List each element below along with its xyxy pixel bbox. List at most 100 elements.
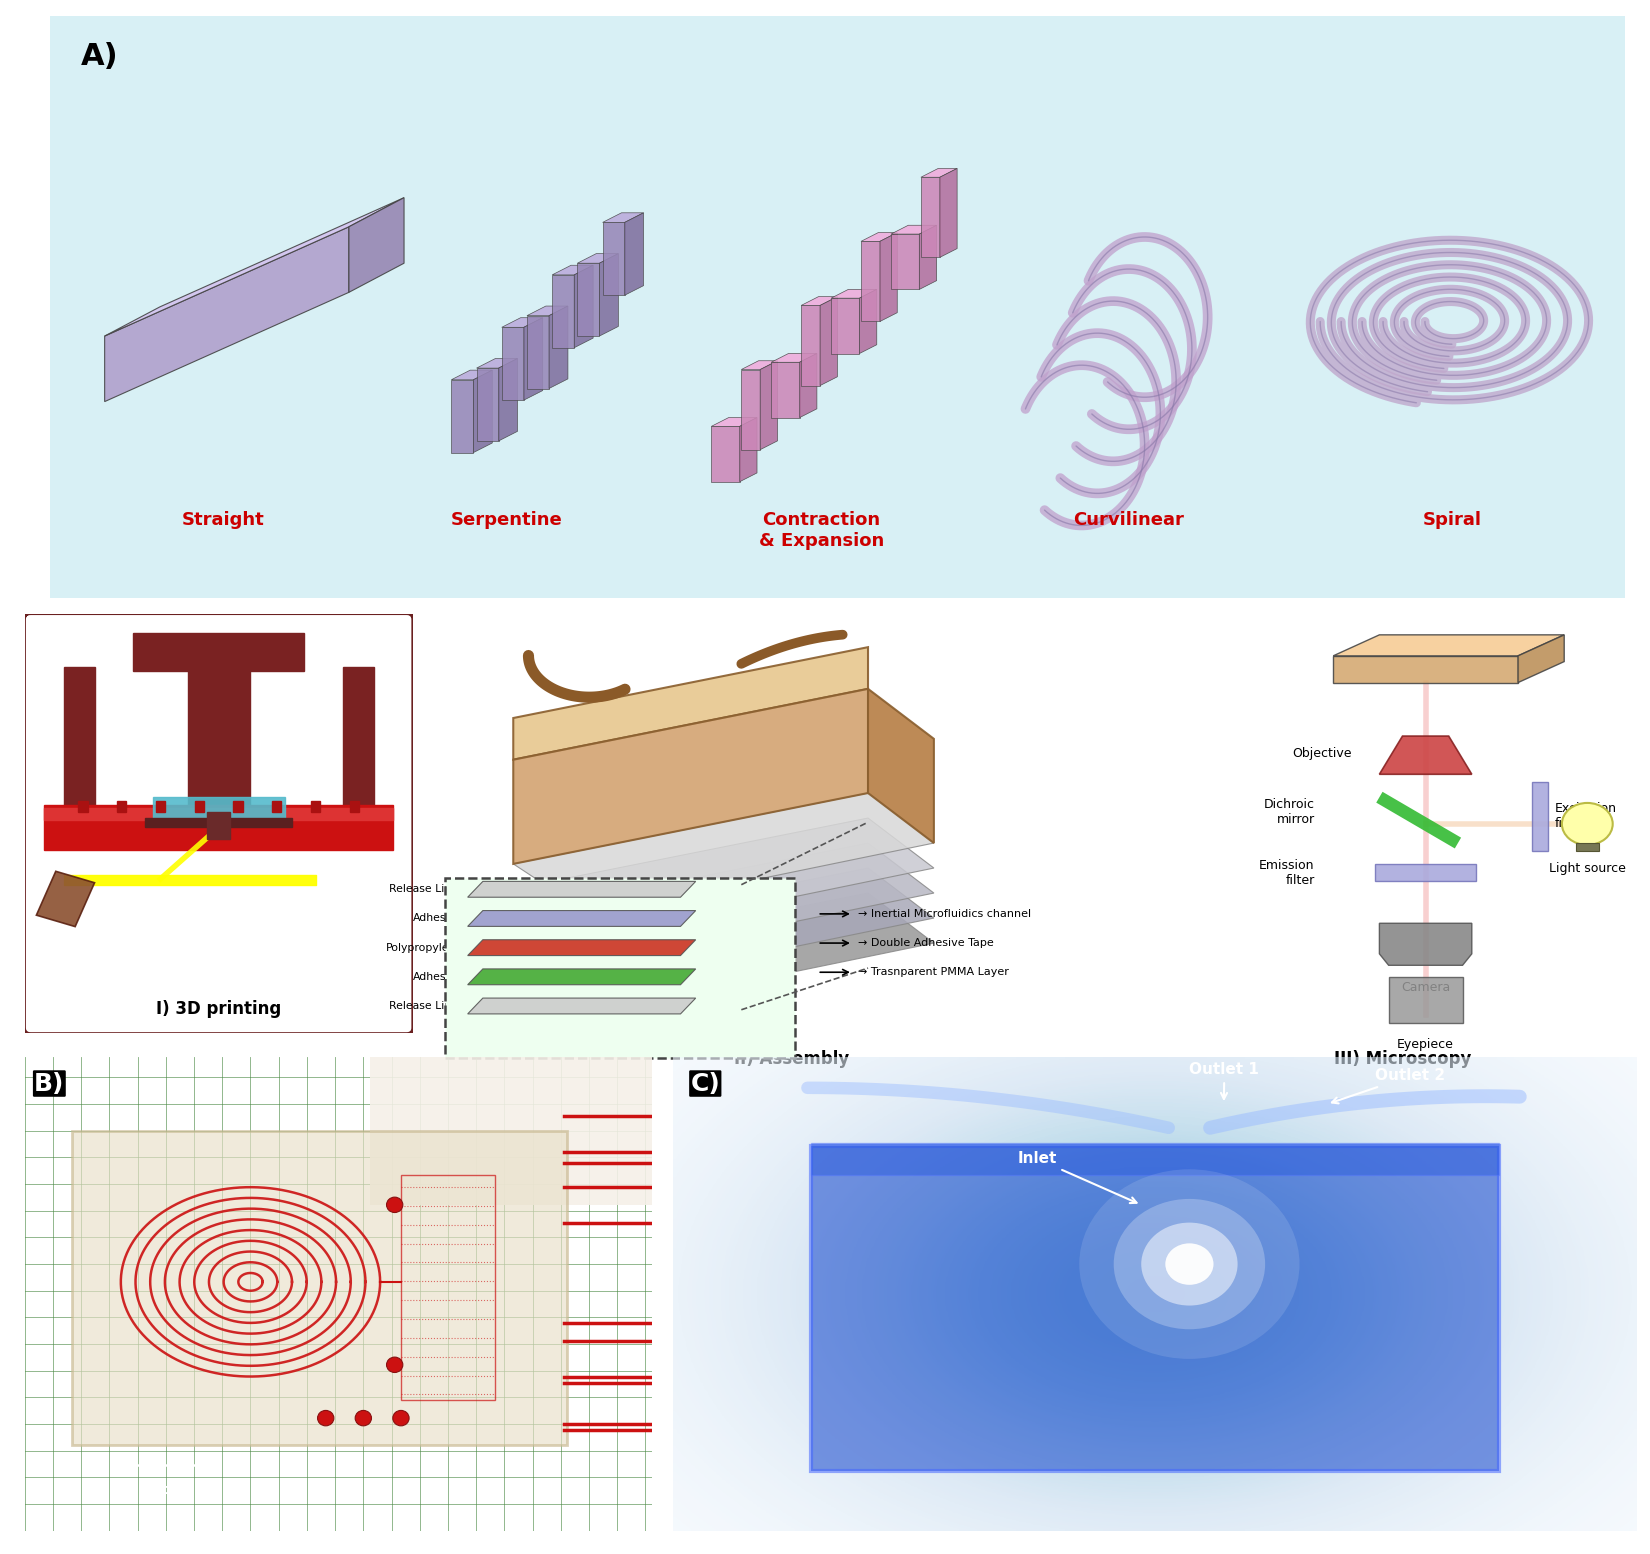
Polygon shape xyxy=(467,881,696,897)
Polygon shape xyxy=(104,227,348,401)
Polygon shape xyxy=(861,233,898,241)
Polygon shape xyxy=(1518,636,1564,682)
Text: Eyepiece: Eyepiece xyxy=(1398,1038,1454,1051)
Polygon shape xyxy=(868,688,934,842)
Polygon shape xyxy=(36,872,94,926)
FancyBboxPatch shape xyxy=(446,878,795,1058)
Bar xyxy=(78,800,87,813)
Polygon shape xyxy=(502,328,523,401)
Polygon shape xyxy=(891,235,919,289)
Polygon shape xyxy=(602,213,644,222)
Circle shape xyxy=(317,1411,333,1427)
Text: Contraction
& Expansion: Contraction & Expansion xyxy=(759,511,884,550)
Polygon shape xyxy=(832,289,876,298)
Polygon shape xyxy=(940,168,957,258)
Polygon shape xyxy=(921,177,940,258)
Text: Curvilinear: Curvilinear xyxy=(1074,511,1185,528)
Circle shape xyxy=(1114,1200,1266,1329)
Text: Adhesive: Adhesive xyxy=(412,914,462,923)
Text: Spiral: Spiral xyxy=(1422,511,1482,528)
Polygon shape xyxy=(523,317,543,401)
Bar xyxy=(1374,864,1477,881)
Bar xyxy=(810,1142,1500,1175)
Text: Polypropylene: Polypropylene xyxy=(386,943,462,953)
Polygon shape xyxy=(474,370,492,452)
Polygon shape xyxy=(802,306,820,385)
Bar xyxy=(343,667,375,813)
Polygon shape xyxy=(832,298,860,353)
Polygon shape xyxy=(526,315,549,388)
Bar xyxy=(370,1057,652,1204)
Polygon shape xyxy=(513,869,934,988)
Polygon shape xyxy=(578,263,599,336)
Polygon shape xyxy=(599,253,619,336)
Text: Outlet 1: Outlet 1 xyxy=(1190,1063,1259,1099)
Polygon shape xyxy=(467,911,696,926)
Text: B): B) xyxy=(35,1072,64,1096)
Polygon shape xyxy=(711,418,757,426)
Polygon shape xyxy=(502,317,543,328)
Polygon shape xyxy=(1333,656,1518,682)
Circle shape xyxy=(1142,1223,1238,1305)
Polygon shape xyxy=(739,418,757,482)
Text: Serpentine: Serpentine xyxy=(450,511,563,528)
Bar xyxy=(1576,842,1599,852)
Polygon shape xyxy=(800,353,817,418)
Polygon shape xyxy=(513,894,934,1013)
Polygon shape xyxy=(553,266,592,275)
Bar xyxy=(810,1145,1500,1472)
Polygon shape xyxy=(1379,737,1472,774)
Bar xyxy=(350,800,360,813)
Text: Release Liner: Release Liner xyxy=(389,1001,462,1012)
Polygon shape xyxy=(879,233,898,322)
Text: Excitation
filter: Excitation filter xyxy=(1554,802,1617,830)
Polygon shape xyxy=(761,361,777,449)
Bar xyxy=(117,800,127,813)
Text: Inlet: Inlet xyxy=(1018,1152,1137,1203)
Polygon shape xyxy=(891,225,937,235)
Polygon shape xyxy=(820,297,838,385)
Bar xyxy=(310,800,320,813)
Bar xyxy=(272,800,282,813)
Bar xyxy=(64,667,94,813)
Text: I) 3D printing: I) 3D printing xyxy=(157,1001,280,1018)
Text: II) Assembly: II) Assembly xyxy=(734,1051,850,1068)
Bar xyxy=(206,813,231,839)
Polygon shape xyxy=(477,359,518,368)
Polygon shape xyxy=(467,998,696,1013)
Text: Emission
filter: Emission filter xyxy=(1259,859,1315,887)
Text: Adhesive: Adhesive xyxy=(412,971,462,982)
Bar xyxy=(1531,782,1548,850)
Polygon shape xyxy=(771,362,800,418)
Circle shape xyxy=(386,1197,403,1212)
Polygon shape xyxy=(549,306,568,388)
Polygon shape xyxy=(452,379,474,452)
Polygon shape xyxy=(104,197,404,336)
Circle shape xyxy=(393,1411,409,1427)
Text: Light source: Light source xyxy=(1549,862,1625,875)
Polygon shape xyxy=(919,225,937,289)
Polygon shape xyxy=(348,197,404,292)
Polygon shape xyxy=(467,968,696,985)
Polygon shape xyxy=(513,842,934,963)
Text: Release Liner: Release Liner xyxy=(389,884,462,894)
Circle shape xyxy=(1563,803,1612,845)
Polygon shape xyxy=(526,306,568,315)
Polygon shape xyxy=(1333,636,1564,656)
FancyBboxPatch shape xyxy=(33,5,1638,611)
Bar xyxy=(188,640,249,813)
FancyBboxPatch shape xyxy=(73,1131,568,1445)
Text: → Inertial Microfluidics channel: → Inertial Microfluidics channel xyxy=(858,909,1031,918)
Bar xyxy=(153,797,284,821)
Polygon shape xyxy=(860,289,876,353)
Text: Camera: Camera xyxy=(1401,981,1450,993)
Bar xyxy=(401,1175,495,1400)
Bar xyxy=(45,805,393,850)
Polygon shape xyxy=(513,688,868,864)
Polygon shape xyxy=(513,793,934,914)
Circle shape xyxy=(355,1411,371,1427)
Polygon shape xyxy=(921,168,957,177)
Bar xyxy=(134,632,304,671)
Polygon shape xyxy=(711,426,739,482)
Bar xyxy=(145,817,292,827)
